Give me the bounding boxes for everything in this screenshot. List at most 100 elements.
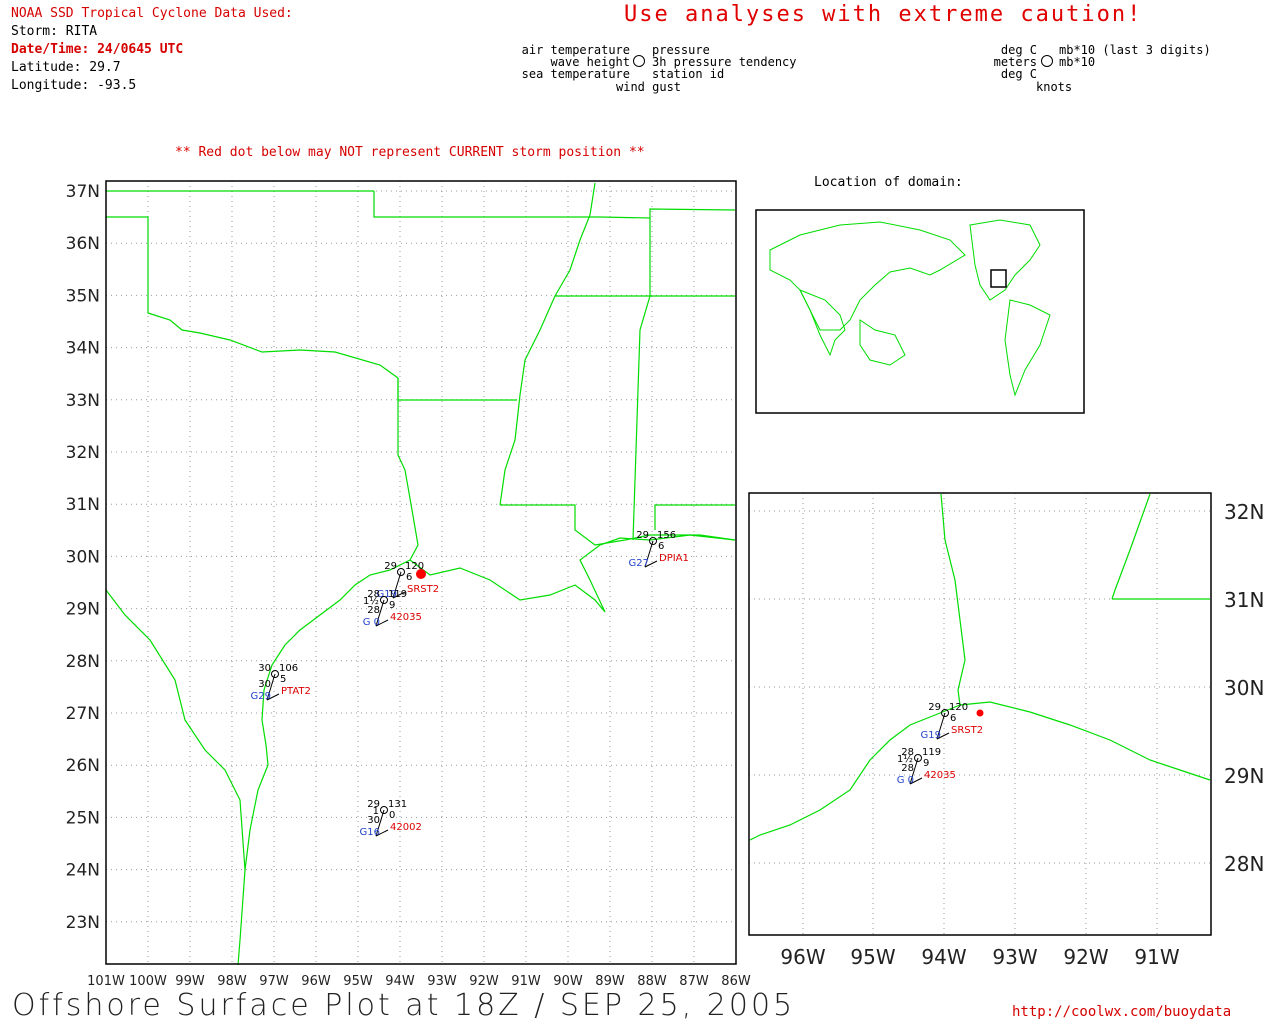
station-gust: G19 <box>377 589 397 600</box>
main-lon-label: 90W <box>553 974 583 989</box>
station-id: SRST2 <box>951 725 983 736</box>
legend-unit-tendency: mb*10 <box>1059 55 1096 69</box>
zoom-map <box>748 492 1212 936</box>
legend-units-right: mb*10 (last 3 digits) mb*10 <box>1059 44 1211 68</box>
station-id: DPIA1 <box>659 553 689 564</box>
zoom-coastlines <box>749 493 1211 841</box>
wind-barb-icon <box>644 540 654 568</box>
zoom-lat-label: 31N <box>1224 588 1264 612</box>
station-wave-height: 1½ <box>897 753 913 765</box>
main-lat-label: 23N <box>66 913 100 933</box>
main-lat-label: 28N <box>66 652 100 672</box>
world-coastlines <box>769 219 1051 397</box>
legend-sea-temp: sea temperature <box>521 67 630 81</box>
zoom-lon-label: 93W <box>992 945 1037 969</box>
main-lon-label: 94W <box>385 974 415 989</box>
legend-unit-deg-c-2: deg C <box>1000 67 1037 81</box>
station-id: 42035 <box>924 770 956 781</box>
station-circle-icon <box>271 670 279 678</box>
station-sea-temp: 30 <box>258 679 271 690</box>
legend-station-id: station id <box>652 67 725 81</box>
legend-right-column: pressure 3h pressure tendency station id <box>652 44 797 80</box>
domain-location-box <box>990 269 1007 288</box>
main-lat-label: 26N <box>66 756 100 776</box>
station-pressure-tendency: 0 <box>389 810 395 821</box>
station-gust: G29 <box>251 691 271 702</box>
wind-barb-flag-icon <box>375 619 389 627</box>
wind-barb-flag-icon <box>909 777 923 785</box>
main-lat-label: 36N <box>66 234 100 254</box>
station-circle-icon <box>941 709 949 717</box>
station-id: 42035 <box>390 612 422 623</box>
station-circle-icon <box>397 568 405 576</box>
station-air-temp: 29 <box>636 530 649 541</box>
main-lat-label: 27N <box>66 704 100 724</box>
world-inset <box>755 209 1085 414</box>
station-air-temp: 29 <box>367 799 380 810</box>
station-sea-temp: 28 <box>367 605 380 616</box>
station-air-temp: 28 <box>367 589 380 600</box>
station-circle-icon <box>380 806 388 814</box>
zoom-map-gridlines <box>749 493 1211 935</box>
station-pressure: 131 <box>388 799 407 810</box>
legend-unit-knots: knots <box>1036 80 1073 94</box>
legend-units-left: deg C meters deg C <box>980 44 1037 80</box>
main-lat-label: 32N <box>66 443 100 463</box>
station-air-temp: 29 <box>928 702 941 713</box>
station-pressure-tendency: 6 <box>406 572 412 583</box>
legend-units-circle-icon <box>1041 55 1053 67</box>
legend-unit-meters: meters <box>993 55 1037 69</box>
main-lon-label: 99W <box>175 974 205 989</box>
station-gust: G19 <box>921 730 941 741</box>
station-circle-icon <box>380 596 388 604</box>
footer-url[interactable]: http://coolwx.com/buoydata <box>1012 1004 1232 1020</box>
station-sea-temp: 28 <box>901 763 914 774</box>
zoom-lat-label: 30N <box>1224 676 1264 700</box>
legend-air-temp: air temperature <box>521 43 630 57</box>
station-pressure: 106 <box>279 663 298 674</box>
main-lon-labels: 101W 100W 99W 98W 97W 96W 95W 94W 93W 92W 91W 90W 89… <box>87 974 751 989</box>
wind-barb-flag-icon <box>375 829 389 837</box>
wind-barb-icon <box>375 809 385 837</box>
main-lon-label: 91W <box>511 974 541 989</box>
zoom-storm-position-dot <box>976 709 984 717</box>
main-lat-labels: 37N 36N 35N 34N 33N 32N 31N 30N 29N 28N 27N 26N 25N 2… <box>66 182 100 933</box>
legend-pressure-tendency: 3h pressure tendency <box>652 55 797 69</box>
station-plot: 28 119 1½ 9 28 42035 G 0 <box>363 589 422 628</box>
storm-datetime: Date/Time: 24/0645 UTC <box>11 42 184 57</box>
legend-pressure: pressure <box>652 43 710 57</box>
station-circle-icon <box>649 537 657 545</box>
wind-barb-flag-icon <box>936 732 950 740</box>
station-circle-icon <box>914 754 922 762</box>
main-lon-label: 95W <box>343 974 373 989</box>
inset-title: Location of domain: <box>814 175 963 190</box>
main-lon-label: 96W <box>301 974 331 989</box>
main-lat-label: 34N <box>66 339 100 359</box>
station-pressure-tendency: 9 <box>923 758 929 769</box>
legend-left-column: air temperature wave height sea temperat… <box>520 44 630 80</box>
main-lat-label: 35N <box>66 286 100 306</box>
zoom-lat-label: 28N <box>1224 852 1264 876</box>
station-pressure-tendency: 6 <box>950 713 956 724</box>
main-lat-label: 29N <box>66 600 100 620</box>
main-lat-label: 30N <box>66 547 100 567</box>
storm-longitude: Longitude: -93.5 <box>11 78 137 93</box>
zoom-lat-labels: 32N 31N 30N 29N 28N <box>1224 500 1264 876</box>
wind-barb-icon <box>392 571 402 599</box>
main-lon-label: 86W <box>721 974 751 989</box>
zoom-lon-label: 91W <box>1134 945 1179 969</box>
station-wave-height: 1½ <box>363 595 379 607</box>
station-pressure: 119 <box>922 747 941 758</box>
main-lat-label: 25N <box>66 808 100 828</box>
wind-barb-flag-icon <box>266 693 280 701</box>
zoom-lon-label: 94W <box>921 945 966 969</box>
station-pressure: 120 <box>405 561 424 572</box>
legend-unit-deg-c-1: deg C <box>1000 43 1037 57</box>
legend-unit-pressure: mb*10 (last 3 digits) <box>1059 43 1211 57</box>
wind-barb-flag-icon <box>644 560 658 568</box>
main-lon-label: 93W <box>427 974 457 989</box>
